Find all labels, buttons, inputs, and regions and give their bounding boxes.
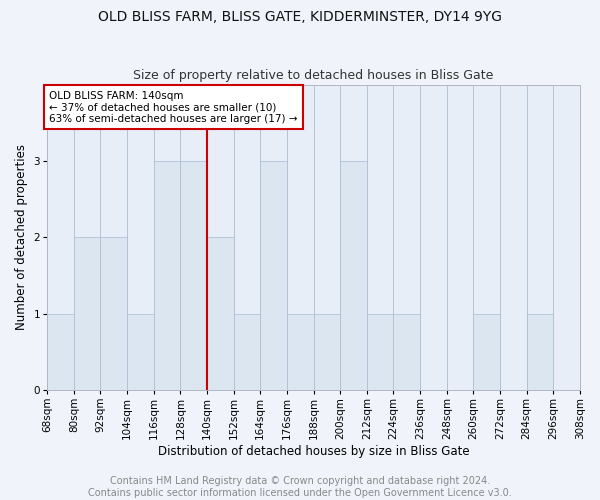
Text: Contains HM Land Registry data © Crown copyright and database right 2024.
Contai: Contains HM Land Registry data © Crown c… bbox=[88, 476, 512, 498]
Bar bbox=[260, 84, 287, 390]
Bar bbox=[127, 314, 154, 390]
Title: Size of property relative to detached houses in Bliss Gate: Size of property relative to detached ho… bbox=[133, 69, 494, 82]
Bar bbox=[287, 314, 314, 390]
Bar bbox=[527, 84, 553, 390]
Bar bbox=[74, 84, 100, 390]
Bar bbox=[367, 314, 394, 390]
Bar bbox=[340, 84, 367, 390]
Bar bbox=[47, 314, 74, 390]
Bar bbox=[100, 84, 127, 390]
Text: OLD BLISS FARM, BLISS GATE, KIDDERMINSTER, DY14 9YG: OLD BLISS FARM, BLISS GATE, KIDDERMINSTE… bbox=[98, 10, 502, 24]
Bar bbox=[394, 314, 420, 390]
Bar bbox=[473, 84, 500, 390]
X-axis label: Distribution of detached houses by size in Bliss Gate: Distribution of detached houses by size … bbox=[158, 444, 469, 458]
Bar bbox=[447, 84, 473, 390]
Bar bbox=[314, 84, 340, 390]
Bar bbox=[154, 161, 181, 390]
Bar bbox=[527, 314, 553, 390]
Bar bbox=[394, 84, 420, 390]
Bar bbox=[420, 84, 447, 390]
Bar bbox=[100, 237, 127, 390]
Bar bbox=[127, 84, 154, 390]
Bar bbox=[47, 84, 74, 390]
Y-axis label: Number of detached properties: Number of detached properties bbox=[15, 144, 28, 330]
Bar bbox=[500, 84, 527, 390]
Bar bbox=[314, 314, 340, 390]
Bar bbox=[154, 84, 181, 390]
Bar bbox=[367, 84, 394, 390]
Bar bbox=[340, 161, 367, 390]
Bar bbox=[260, 161, 287, 390]
Bar bbox=[181, 161, 207, 390]
Bar bbox=[473, 314, 500, 390]
Bar bbox=[181, 84, 207, 390]
Bar bbox=[74, 237, 100, 390]
Bar bbox=[233, 314, 260, 390]
Bar bbox=[287, 84, 314, 390]
Text: OLD BLISS FARM: 140sqm
← 37% of detached houses are smaller (10)
63% of semi-det: OLD BLISS FARM: 140sqm ← 37% of detached… bbox=[49, 90, 298, 124]
Bar bbox=[207, 84, 233, 390]
Bar bbox=[207, 237, 233, 390]
Bar bbox=[553, 84, 580, 390]
Bar bbox=[233, 84, 260, 390]
